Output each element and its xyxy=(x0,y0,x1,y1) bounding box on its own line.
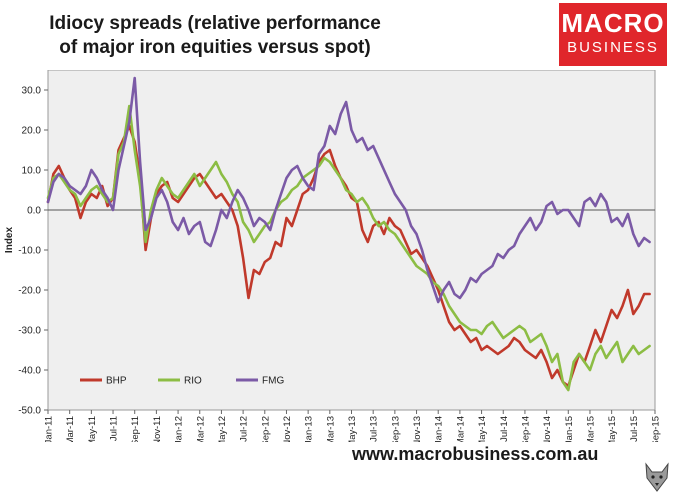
website-url: www.macrobusiness.com.au xyxy=(352,444,599,464)
y-axis-label: Index xyxy=(4,227,15,254)
chart-title-line-2: of major iron equities versus spot) xyxy=(59,37,371,58)
wolf-mascot-icon xyxy=(645,462,669,492)
y-tick-label: 10.0 xyxy=(22,166,42,177)
y-tick-label: 0.0 xyxy=(27,206,41,217)
macrobusiness-logo: MACRO BUSINESS xyxy=(559,3,667,66)
x-tick-label: Sep-13 xyxy=(390,416,401,442)
x-tick-label: Jul-11 xyxy=(109,416,120,441)
x-tick-label: Mar-12 xyxy=(195,416,206,442)
y-tick-label: 30.0 xyxy=(22,86,42,97)
chart-title-line-1: Idiocy spreads (relative performance xyxy=(49,13,381,34)
x-tick-label: Mar-13 xyxy=(325,416,336,442)
y-tick-label: -10.0 xyxy=(18,246,41,257)
x-tick-label: Jul-13 xyxy=(369,416,380,442)
legend-label-rio: RIO xyxy=(184,376,202,387)
logo-text-bottom: BUSINESS xyxy=(567,39,659,56)
x-tick-label: Mar-14 xyxy=(455,416,466,442)
line-chart: -50.0 -40.0 -30.0 -20.0 -10.0 0.0 10.0 20.0 30.0… xyxy=(4,70,662,442)
y-tick-label: -50.0 xyxy=(18,406,41,417)
x-tick-label: May-11 xyxy=(87,416,98,442)
legend-label-bhp: BHP xyxy=(106,376,127,387)
x-tick-label: Nov-14 xyxy=(542,416,553,442)
x-tick-label: Nov-12 xyxy=(282,416,293,442)
legend-label-fmg: FMG xyxy=(262,376,284,387)
x-tick-label: Sep-14 xyxy=(520,416,531,442)
plot-area xyxy=(47,70,656,411)
x-tick-label: Jul-14 xyxy=(499,416,510,442)
x-tick-label: Jan-11 xyxy=(44,416,55,442)
x-tick-label: Jan-12 xyxy=(174,416,185,442)
x-tick-label: Sep-15 xyxy=(651,416,662,442)
y-tick-label: -30.0 xyxy=(18,326,41,337)
y-tick-label: 20.0 xyxy=(22,126,42,137)
x-tick-label: May-13 xyxy=(347,416,358,442)
x-tick-label: Jul-15 xyxy=(629,416,640,442)
x-tick-label: Nov-11 xyxy=(152,416,163,442)
x-tick-label: Mar-15 xyxy=(585,416,596,442)
chart-title: Idiocy spreads (relative performance of … xyxy=(0,12,430,60)
x-tick-label: May-12 xyxy=(217,416,228,442)
x-tick-label: Mar-11 xyxy=(65,416,76,442)
x-tick-label: Sep-12 xyxy=(260,416,271,442)
x-tick-label: Sep-11 xyxy=(130,416,141,442)
x-tick-label: May-15 xyxy=(607,416,618,442)
y-tick-label: -40.0 xyxy=(18,366,41,377)
x-tick-label: May-14 xyxy=(477,416,488,442)
logo-text-top: MACRO xyxy=(561,8,665,38)
x-tick-label: Jan-13 xyxy=(304,416,315,442)
y-tick-label: -20.0 xyxy=(18,286,41,297)
x-tick-label: Jul-12 xyxy=(239,416,250,442)
x-tick-label: Jan-14 xyxy=(434,416,445,442)
x-tick-label: Nov-13 xyxy=(412,416,423,442)
x-tick-label: Jan-15 xyxy=(564,416,575,442)
series-line-fmg xyxy=(46,76,651,304)
